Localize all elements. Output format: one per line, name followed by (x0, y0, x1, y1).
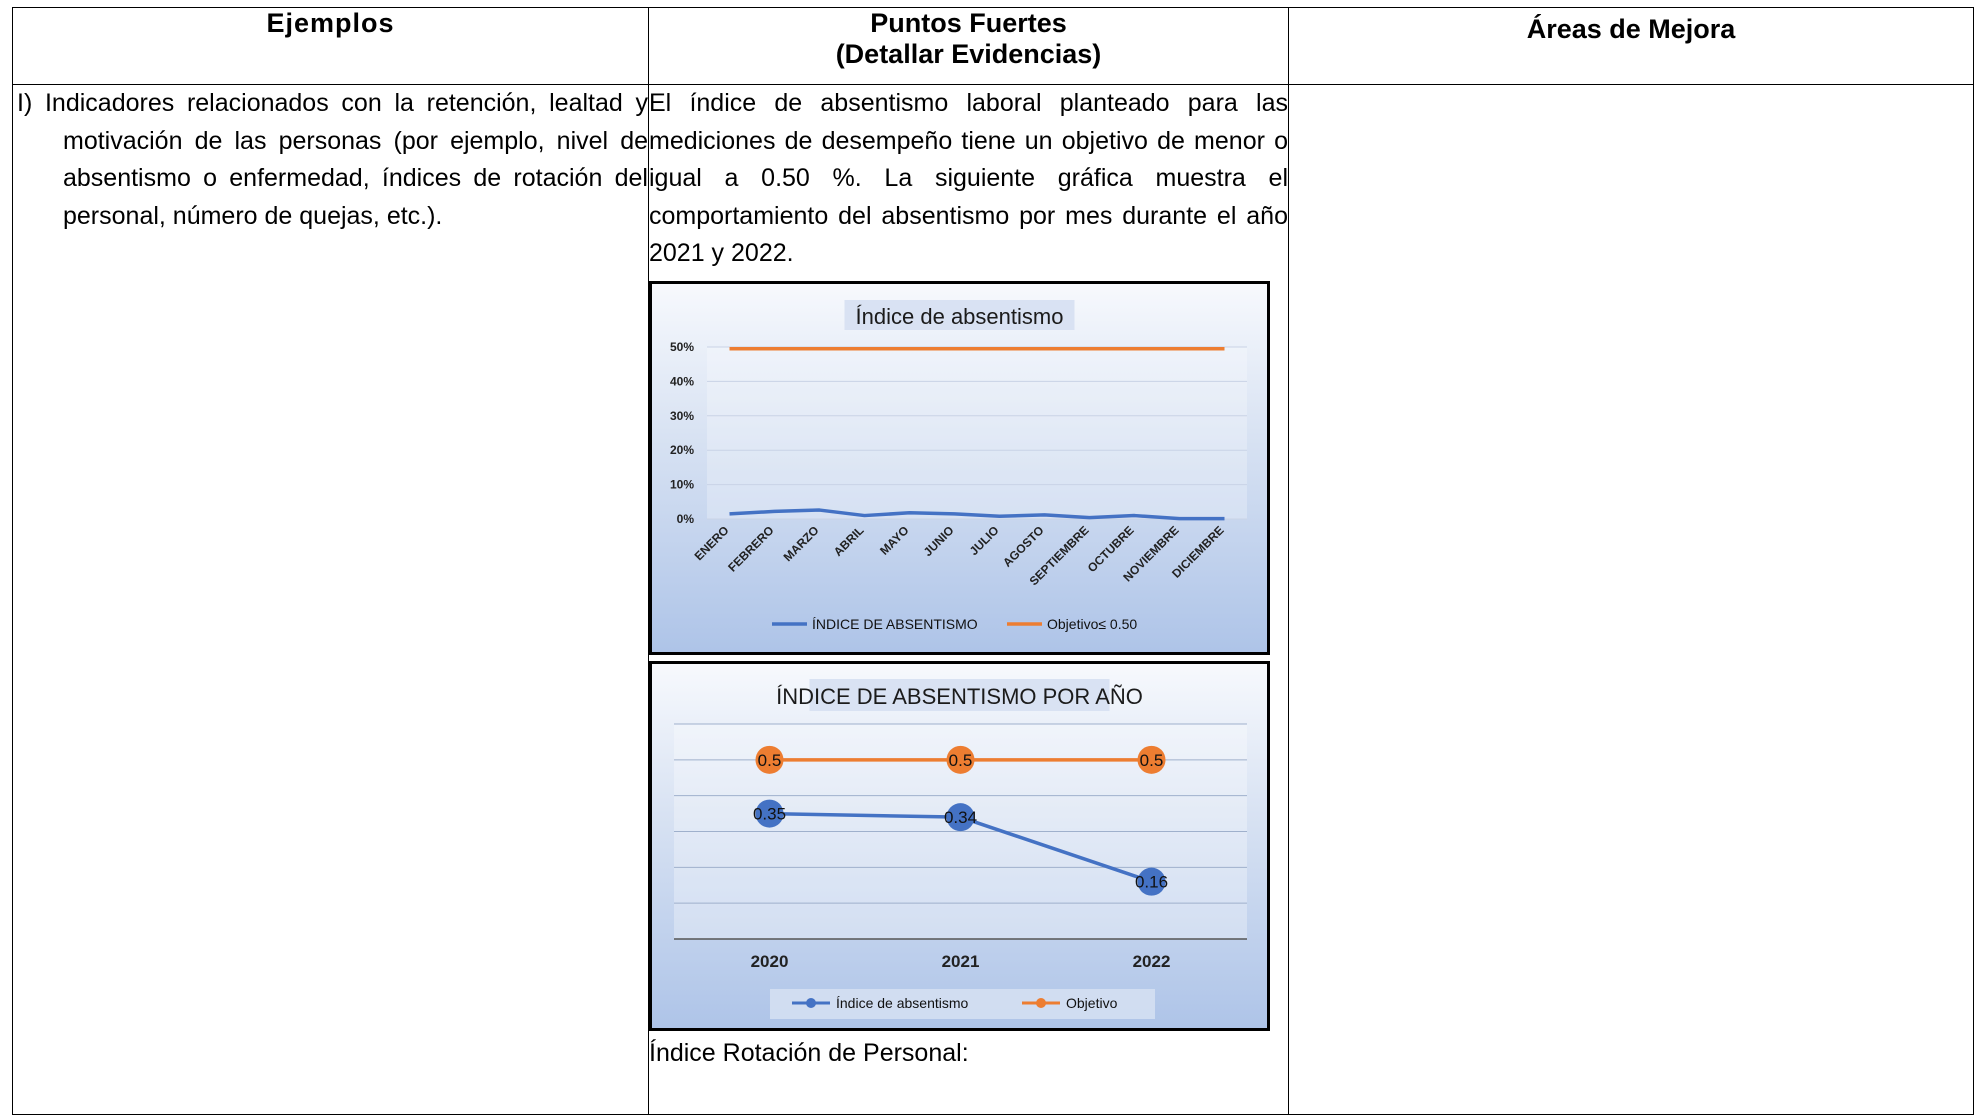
ejemplos-cell: I) Indicadores relacionados con la reten… (12, 84, 649, 1115)
chart1-legend-label: Objetivo≤ 0.50 (1047, 616, 1137, 632)
chart2-data-label: 0.5 (949, 750, 973, 769)
areas-mejora-cell (1288, 84, 1974, 1115)
chart2-point (755, 799, 784, 828)
chart1-legend-label: ÍNDICE DE ABSENTISMO (812, 616, 978, 632)
puntos-intro-text: El índice de absentismo laboral plantead… (649, 89, 1288, 267)
chart2-x-tick: 2022 (1133, 952, 1171, 971)
puntos-fuertes-cell: El índice de absentismo laboral plantead… (648, 84, 1289, 1115)
chart1-x-tick: FEBRERO (725, 523, 776, 574)
header-puntos-fuertes-line1: Puntos Fuertes (870, 8, 1067, 38)
chart2-data-label: 0.35 (753, 804, 786, 823)
chart1-plot-area (707, 346, 1247, 519)
chart2-point (755, 745, 784, 774)
chart2-x-tick: 2021 (942, 952, 980, 971)
header-areas-mejora: Áreas de Mejora (1288, 7, 1974, 85)
yearly-absenteeism-chart: ÍNDICE DE ABSENTISMO POR AÑO 2020 2021 2022… (649, 660, 1270, 1031)
header-areas-mejora-label: Áreas de Mejora (1526, 14, 1736, 44)
chart2-point (1137, 867, 1166, 896)
chart1-y-tick: 20% (670, 443, 694, 457)
chart2-point (946, 802, 975, 831)
chart2-data-label: 0.34 (944, 808, 977, 827)
chart1-y-tick: 10% (670, 477, 694, 491)
chart2-title-bg (809, 678, 1110, 711)
chart2-x-tick: 2020 (751, 952, 789, 971)
chart2-title: ÍNDICE DE ABSENTISMO POR AÑO (776, 684, 1143, 709)
chart1-x-tick: JUNIO (921, 523, 957, 559)
chart2-legend-bg (770, 988, 1155, 1019)
yearly-chart-svg: ÍNDICE DE ABSENTISMO POR AÑO 2020 2021 2022… (674, 678, 1247, 1019)
chart2-legend-marker (806, 997, 816, 1008)
chart1-y-tick: 0% (677, 512, 695, 526)
chart1-x-tick: ENERO (692, 523, 732, 563)
chart2-legend-marker (1036, 997, 1046, 1008)
chart1-y-tick: 50% (670, 340, 694, 354)
chart2-data-label: 0.5 (1140, 750, 1164, 769)
chart2-point (1137, 745, 1166, 774)
chart1-title-bg (844, 299, 1075, 330)
chart2-data-label: 0.16 (1135, 872, 1168, 891)
monthly-chart-svg: Índice de absentismo 0% 10% 20% 30% 40% 50% ENE… (670, 299, 1247, 632)
chart2-point (946, 745, 975, 774)
ejemplo-text: I) Indicadores relacionados con la reten… (17, 89, 648, 230)
chart2-legend-label: Objetivo (1066, 995, 1118, 1011)
chart1-y-tick: 30% (670, 408, 694, 422)
header-ejemplos: Ejemplos (12, 7, 649, 85)
chart2-data-label: 0.5 (758, 750, 782, 769)
chart2-legend-label: Índice de absentismo (836, 995, 969, 1011)
monthly-absenteeism-chart: Índice de absentismo 0% 10% 20% 30% 40% 50% ENE… (649, 280, 1270, 655)
header-puntos-fuertes-line2: (Detallar Evidencias) (835, 39, 1102, 69)
chart1-x-tick: MAYO (877, 523, 912, 558)
chart1-series-line-0 (729, 507, 1225, 520)
chart1-title: Índice de absentismo (856, 304, 1064, 329)
chart1-x-tick: JULIO (967, 523, 1002, 558)
header-ejemplos-label: Ejemplos (266, 8, 395, 38)
chart1-x-tick: ABRIL (831, 523, 867, 559)
chart1-x-tick: MARZO (781, 523, 822, 564)
chart1-y-tick: 40% (670, 374, 694, 388)
evaluation-table: Ejemplos Puntos Fuertes (Detallar Eviden… (12, 7, 1974, 1115)
rotacion-label: Índice Rotación de Personal: (649, 1038, 969, 1067)
header-puntos-fuertes: Puntos Fuertes (Detallar Evidencias) (648, 7, 1289, 85)
chart1-x-tick: AGOSTO (1000, 523, 1047, 570)
